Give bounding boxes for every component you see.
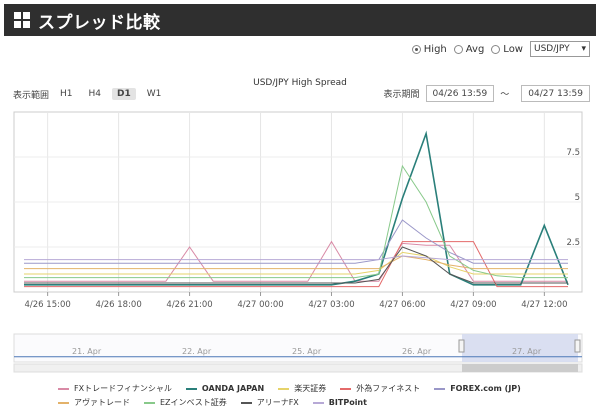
range-button-h4[interactable]: H4 bbox=[88, 89, 102, 99]
radio-low[interactable]: Low bbox=[491, 44, 523, 55]
legend-item[interactable]: EZインベスト証券 bbox=[144, 397, 227, 408]
legend-label: FOREX.com (JP) bbox=[450, 384, 521, 393]
legend-label: FXトレードフィナンシャル bbox=[74, 384, 172, 393]
radio-label: High bbox=[423, 43, 447, 55]
navigator-date-label: 27. Apr bbox=[512, 347, 542, 356]
navigator-date-label: 26. Apr bbox=[402, 347, 432, 356]
legend-swatch bbox=[58, 401, 69, 404]
period-selector: 表示期間 04/26 13:59 〜 04/27 13:59 bbox=[383, 85, 590, 102]
legend-swatch bbox=[434, 387, 446, 390]
legend-label: アヴァトレード bbox=[74, 398, 130, 407]
range-button-h1[interactable]: H1 bbox=[60, 89, 73, 99]
period-label: 表示期間 bbox=[383, 90, 420, 100]
y-tick-label: 5 bbox=[575, 193, 580, 203]
legend-swatch bbox=[185, 387, 197, 390]
range-button-d1[interactable]: D1 bbox=[112, 88, 136, 100]
page-header: スプレッド比較 bbox=[4, 4, 596, 36]
navigator-scrollbar-thumb bbox=[462, 364, 578, 372]
legend-item[interactable]: FXトレードフィナンシャル bbox=[58, 383, 172, 394]
plot-area bbox=[13, 111, 583, 293]
x-tick-label: 4/27 03:00 bbox=[308, 300, 354, 310]
legend-swatch bbox=[58, 387, 69, 390]
x-tick-label: 4/26 18:00 bbox=[95, 300, 141, 310]
x-tick-label: 4/27 12:00 bbox=[521, 300, 567, 310]
legend-label: EZインベスト証券 bbox=[160, 398, 227, 407]
navigator-handle-left bbox=[458, 339, 465, 353]
radio-dot[interactable] bbox=[491, 44, 501, 54]
series-line bbox=[24, 164, 568, 279]
y-tick-label: 2.5 bbox=[566, 238, 580, 248]
x-tick-label: 4/27 00:00 bbox=[237, 300, 283, 310]
radio-avg[interactable]: Avg bbox=[453, 43, 485, 55]
period-separator: 〜 bbox=[500, 90, 510, 100]
navigator-area bbox=[13, 333, 583, 363]
navigator-date-label: 25. Apr bbox=[292, 347, 322, 356]
series-line bbox=[24, 130, 569, 286]
legend-item[interactable]: BITPoint bbox=[312, 397, 367, 408]
grid-icon bbox=[14, 12, 30, 28]
pair-select[interactable]: USD/JPY ▾ bbox=[530, 41, 590, 57]
chart-title: USD/JPY High Spread bbox=[253, 78, 347, 88]
legend-label: アリーナFX bbox=[256, 398, 299, 407]
legend-swatch bbox=[312, 401, 324, 404]
series-line bbox=[24, 219, 568, 264]
page-title: スプレッド比較 bbox=[38, 12, 161, 33]
legend-label: BITPoint bbox=[328, 398, 367, 407]
radio-dot[interactable] bbox=[411, 44, 421, 54]
legend-item[interactable]: 楽天証券 bbox=[278, 383, 326, 394]
chevron-down-icon: ▾ bbox=[581, 44, 586, 54]
x-tick-label: 4/27 09:00 bbox=[450, 300, 496, 310]
series-line bbox=[24, 246, 568, 284]
series-line bbox=[24, 255, 568, 270]
pair-select-value: USD/JPY bbox=[534, 44, 570, 54]
legend-swatch bbox=[340, 387, 352, 390]
chart-legend: FXトレードフィナンシャル OANDA JAPAN 楽天証券 外為ファイネスト FORE… bbox=[0, 383, 600, 411]
period-to-input[interactable]: 04/27 13:59 bbox=[521, 85, 590, 102]
legend-swatch bbox=[144, 401, 155, 404]
series-line bbox=[24, 255, 568, 261]
series-line bbox=[24, 251, 568, 275]
legend-label: 外為ファイネスト bbox=[356, 384, 421, 393]
x-tick-label: 4/26 15:00 bbox=[25, 300, 71, 310]
legend-swatch bbox=[240, 401, 252, 404]
navigator-handle-right bbox=[574, 339, 581, 353]
legend-label: OANDA JAPAN bbox=[201, 384, 265, 393]
series-line bbox=[24, 241, 568, 288]
radio-dot[interactable] bbox=[453, 44, 463, 54]
x-tick-label: 4/27 06:00 bbox=[379, 300, 425, 310]
legend-row: FXトレードフィナンシャル OANDA JAPAN 楽天証券 外為ファイネスト FORE… bbox=[0, 383, 600, 394]
chart-controls: High Avg Low USD/JPY ▾ bbox=[411, 40, 590, 58]
navigator-date-label: 22. Apr bbox=[182, 347, 212, 356]
radio-high[interactable]: High bbox=[411, 43, 447, 55]
legend-item[interactable]: アリーナFX bbox=[240, 397, 299, 408]
period-from-input[interactable]: 04/26 13:59 bbox=[425, 85, 495, 102]
y-tick-label: 7.5 bbox=[566, 148, 580, 158]
legend-item[interactable]: OANDA JAPAN bbox=[185, 383, 265, 394]
range-button-w1[interactable]: W1 bbox=[146, 89, 162, 99]
legend-item[interactable]: アヴァトレード bbox=[58, 397, 130, 408]
range-label: 表示範囲 bbox=[13, 90, 50, 101]
range-selector: 表示範囲 H1 H4 D1 W1 bbox=[13, 87, 166, 101]
legend-swatch bbox=[278, 387, 290, 390]
navigator-date-label: 21. Apr bbox=[72, 347, 102, 356]
x-tick-label: 4/26 21:00 bbox=[166, 300, 212, 310]
legend-label: 楽天証券 bbox=[294, 384, 327, 393]
navigator-selection bbox=[462, 334, 578, 362]
radio-label: Low bbox=[503, 43, 523, 55]
navigator-scrollbar bbox=[13, 363, 583, 373]
legend-item[interactable]: 外為ファイネスト bbox=[340, 383, 420, 394]
series-line bbox=[24, 240, 568, 282]
legend-row: アヴァトレード EZインベスト証券 アリーナFX BITPoint bbox=[0, 397, 600, 408]
radio-label: Avg bbox=[465, 43, 485, 55]
legend-item[interactable]: FOREX.com (JP) bbox=[434, 383, 521, 394]
